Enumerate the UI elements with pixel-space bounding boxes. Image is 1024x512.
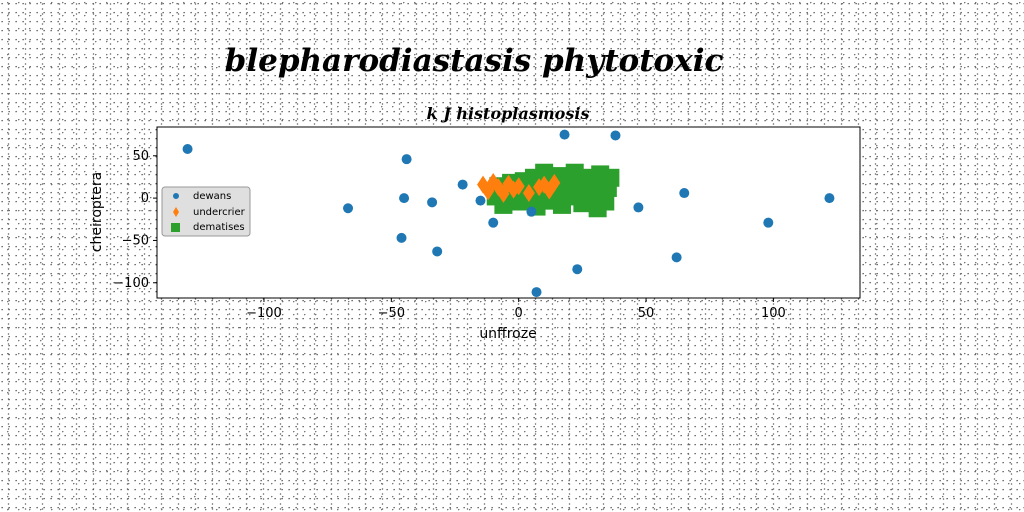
legend-label-dematises: dematises <box>193 222 245 233</box>
plot-frame <box>156 126 861 299</box>
legend-label-dewans: dewans <box>193 191 231 202</box>
dewans-point-0 <box>182 144 193 155</box>
dewans-point-2 <box>457 179 468 190</box>
dewans-point-19 <box>531 287 542 298</box>
y-tick-label-2: −50 <box>122 233 149 248</box>
dewans-point-17 <box>824 193 835 204</box>
legend-box <box>161 186 251 237</box>
y-axis-label: cheiroptera <box>89 172 105 252</box>
dewans-point-5 <box>343 203 354 214</box>
dewans-point-12 <box>610 130 621 141</box>
y-tick-label-1: 0 <box>141 191 149 206</box>
dematises-point-30 <box>601 168 620 187</box>
x-tick-label-3: 50 <box>638 306 655 321</box>
x-axis: −100 −50 0 50 100 <box>246 298 786 321</box>
dewans-point-4 <box>427 197 438 208</box>
dewans-point-10 <box>526 206 537 217</box>
dewans-point-18 <box>572 264 583 275</box>
dematises-point-32 <box>575 177 594 196</box>
legend: dewans undercrier dematises <box>161 186 251 237</box>
dematises-point-33 <box>558 184 577 203</box>
undercrier-point-8 <box>522 184 535 203</box>
undercrier-point-7 <box>512 177 525 196</box>
dewans-point-6 <box>396 232 407 243</box>
dewans-point-15 <box>671 252 682 263</box>
x-axis-label: unffroze <box>479 326 536 342</box>
dewans-point-13 <box>633 202 644 213</box>
legend-marker-dematises <box>171 223 180 232</box>
dewans-point-7 <box>432 246 443 257</box>
x-tick-label-2: 0 <box>515 306 523 321</box>
chart-title: k J histoplasmosis <box>427 104 590 123</box>
y-tick-label-3: −100 <box>113 276 149 291</box>
x-tick-label-4: 100 <box>761 306 786 321</box>
dewans-point-9 <box>475 195 486 206</box>
legend-marker-dewans <box>173 193 179 199</box>
x-tick-label-1: −50 <box>378 306 405 321</box>
x-tick-label-0: −100 <box>246 306 282 321</box>
dewans-point-16 <box>763 217 774 228</box>
legend-label-undercrier: undercrier <box>193 207 246 218</box>
chart-suptitle: blepharodiastasis phytotoxic <box>225 43 724 79</box>
dewans-point-14 <box>679 188 690 199</box>
dewans-point-11 <box>559 129 570 140</box>
dematises-point-31 <box>596 192 615 211</box>
legend-marker-undercrier <box>173 207 179 217</box>
dewans-point-3 <box>399 193 410 204</box>
dewans-point-1 <box>401 154 412 165</box>
points-layer <box>182 129 835 298</box>
dewans-point-8 <box>488 217 499 228</box>
y-tick-label-0: 50 <box>132 149 149 164</box>
undercrier-point-12 <box>548 173 561 192</box>
y-axis: 50 0 −50 −100 <box>113 149 157 291</box>
